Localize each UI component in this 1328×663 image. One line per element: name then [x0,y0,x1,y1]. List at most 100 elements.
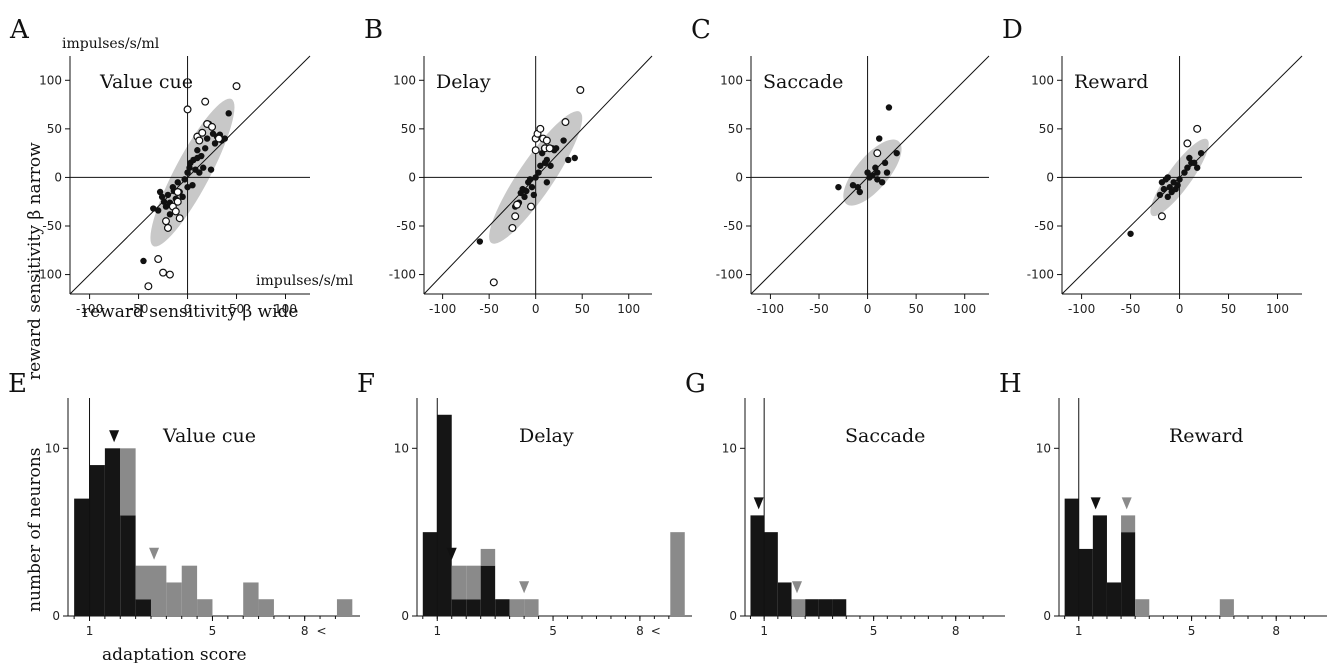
filled-point [523,187,530,195]
filled-point [1174,182,1181,189]
filled-point [154,207,162,214]
filled-point [1186,154,1193,162]
filled-point [864,169,871,176]
filled-point [565,156,572,164]
x-tick-label: 0 [1176,302,1184,316]
open-point [508,223,517,232]
filled-point [164,191,172,199]
open-point [175,214,184,223]
open-point [511,212,520,221]
y-tick-label: -50 [723,219,743,233]
y-tick-label: 0 [52,609,60,623]
x-tick-label: 100 [1266,302,1289,316]
panel-h: H 1 5 8 0 10 Reward [999,369,1327,638]
filled-point [1197,149,1205,157]
bar-dark [466,599,481,616]
bar-overflow [336,599,353,616]
bar-dark [777,582,792,616]
bar-dark [1121,532,1136,616]
x-tick-label: 1 [1075,624,1083,638]
bar-gray [197,599,213,616]
y-tick-label: 100 [39,73,62,87]
bar-dark [104,448,121,616]
panel-title: Reward [1169,425,1243,447]
x-tick-label: 1 [433,624,441,638]
bar-dark [750,515,765,616]
filled-point [874,169,881,176]
panel-b: B -100 -50 0 50 100 -100 -50 0 50 100 Delay [364,15,653,316]
filled-point [528,183,536,191]
x-tick-label: 5 [549,624,557,638]
open-point [561,118,570,127]
x-tick-label: 0 [532,302,540,316]
open-point [159,268,168,277]
bar-gray [480,548,496,566]
open-point [162,217,171,226]
y-tick-label: -100 [35,268,62,282]
bar-dark [422,532,438,616]
median-arrow-dark [446,547,457,560]
x-tick-label: 100 [953,302,976,316]
filled-point [878,179,886,186]
y-tick-label: 0 [729,609,737,623]
bar-gray [466,565,481,600]
filled-point [885,104,893,111]
y-tick-label: 0 [408,170,416,184]
filled-point [535,169,542,176]
panel-letter: G [685,369,706,399]
open-point [171,207,180,216]
filled-point [181,176,188,183]
bar-gray [166,582,182,616]
filled-point [547,162,554,169]
x-tick-label: 1 [760,624,768,638]
median-arrow-dark [1090,497,1101,510]
x-tick-label: -50 [129,302,149,316]
filled-point [184,169,191,176]
filled-point [158,193,166,201]
bar-gray [1219,599,1234,616]
y-tick-label: -50 [42,219,62,233]
bar-gray [1135,599,1150,616]
y-tick-label: 0 [1043,609,1051,623]
filled-point [835,183,842,191]
panel-d: D -100 -50 0 50 100 -100 -50 0 50 100 Reward [1002,15,1303,316]
filled-point [881,159,889,167]
open-point [201,97,210,106]
filled-point [869,172,876,179]
bar-dark [495,599,510,616]
open-point [195,136,204,145]
panel-e: E <1 5 8 0 10 Value cue [8,369,360,638]
x-tick-label: -50 [1121,302,1141,316]
open-point [545,144,554,153]
open-point [1193,124,1202,133]
y-tick-label: -100 [1027,268,1054,282]
open-point [173,188,182,197]
y-tick-label: 100 [1031,73,1054,87]
open-point [1183,139,1192,148]
open-point [542,136,551,145]
open-point [214,134,223,143]
hist-y-axis-label: number of neurons [25,448,45,612]
filled-point [1193,164,1201,171]
y-tick-label: 10 [722,441,737,455]
median-arrow-gray [792,581,802,594]
x-tick-label: -100 [757,302,784,316]
median-arrow-dark [109,430,120,443]
y-tick-label: 100 [393,73,416,87]
filled-point [571,154,578,162]
open-point [531,146,540,155]
filled-point [203,135,211,142]
bar-gray [120,448,136,516]
filled-point [543,179,551,186]
bar-dark [480,565,496,616]
panel-a: A -100 -50 0 50 100 -100 -50 0 50 100 Value cue [9,15,311,316]
open-point [527,202,536,211]
x-tick-label: 100 [274,302,297,316]
panel-letter: C [691,15,711,45]
filled-point [194,147,201,154]
filled-point [186,164,193,171]
y-tick-label: -50 [1034,219,1054,233]
x-tick-label: 50 [229,302,244,316]
bar-dark [805,599,819,616]
x-tick-label: -100 [429,302,456,316]
